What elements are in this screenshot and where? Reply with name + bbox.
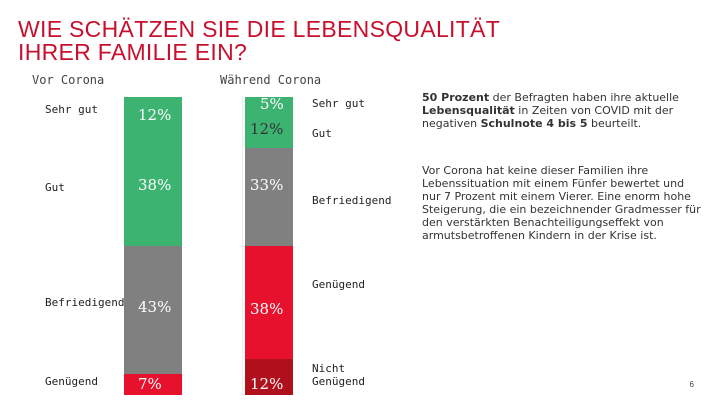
category-label-left-befriedigend: Befriedigend: [45, 296, 125, 309]
summary-bold-50-prozent: 50 Prozent: [422, 91, 490, 104]
category-label-right-genuegend: Genügend: [312, 278, 365, 291]
summary-bold-schulnote: Schulnote 4 bis 5: [480, 117, 588, 130]
summary-text-2: in Zeiten von COVID mit der negativen: [422, 104, 674, 130]
value-label-right-genuegend: 38%: [250, 300, 284, 318]
summary-text-1: der Befragten haben ihre aktuelle: [489, 91, 679, 104]
context-paragraph: Vor Corona hat keine dieser Familien ihr…: [422, 164, 701, 242]
category-label-right-genuegend-2: Genügend: [312, 375, 365, 388]
chart-title-waehrend-corona: Während Corona: [220, 73, 322, 87]
bar-segment-befriedigend: [124, 246, 182, 375]
bar-segment-genuegend: [124, 374, 182, 395]
summary-paragraph: 50 Prozent der Befragten haben ihre aktu…: [422, 91, 704, 130]
category-label-left-genuegend: Genügend: [45, 375, 98, 388]
value-label-left-gut: 38%: [138, 176, 172, 194]
divider: [242, 95, 243, 395]
value-label-left-sehr-gut: 12%: [138, 106, 172, 124]
category-label-left-sehr-gut: Sehr gut: [45, 103, 98, 116]
title-line-2: IHRER FAMILIE EIN?: [18, 39, 248, 65]
bar-segment-gut: [245, 111, 293, 148]
value-label-right-gut: 12%: [250, 120, 284, 138]
category-label-left-gut: Gut: [45, 181, 65, 194]
summary-bold-lebensqualitaet: Lebensqualität: [422, 104, 515, 117]
bar-segment-sehr-gut: [245, 97, 293, 112]
category-label-right-sehr-gut: Sehr gut: [312, 97, 365, 110]
category-label-right-nicht: Nicht: [312, 362, 346, 375]
category-label-right-nicht-genuegend: Nicht Genügend: [312, 362, 365, 388]
bar-segment-gut: [124, 132, 182, 246]
bar-segment-genuegend: [245, 246, 293, 360]
value-label-right-befriedigend: 33%: [250, 176, 284, 194]
page-number: 6: [689, 380, 694, 389]
title-line-1: WIE SCHÄTZEN SIE DIE LEBENSQUALITÄT: [18, 16, 501, 42]
bar-segment-befriedigend: [245, 147, 293, 246]
bar-segment-sehr-gut: [124, 97, 182, 133]
value-label-left-genuegend: 7%: [138, 375, 162, 393]
value-label-right-nicht-genuegend: 12%: [250, 375, 284, 393]
summary-text-3: beurteilt.: [587, 117, 642, 130]
value-label-right-sehr-gut: 5%: [260, 95, 284, 113]
category-label-right-gut: Gut: [312, 127, 332, 140]
bar-segment-nicht-genuegend: [245, 359, 293, 395]
value-label-left-befriedigend: 43%: [138, 298, 172, 316]
chart-title-vor-corona: Vor Corona: [32, 73, 105, 87]
slide-title: WIE SCHÄTZEN SIE DIE LEBENSQUALITÄT IHRE…: [18, 18, 618, 64]
category-label-right-befriedigend: Befriedigend: [312, 194, 392, 207]
